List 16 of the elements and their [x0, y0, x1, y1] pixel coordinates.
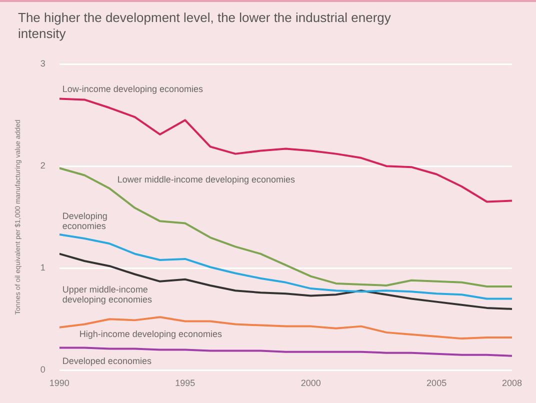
series-label: Developed economies	[62, 356, 152, 366]
chart-title: The higher the development level, the lower the industrial energy intensity	[18, 10, 392, 42]
y-tick-label: 2	[40, 160, 46, 171]
x-tick-label: 2000	[300, 378, 321, 388]
x-tick-label: 1990	[49, 378, 70, 388]
y-tick-label: 3	[40, 58, 46, 68]
series-label: High-income developing economies	[79, 328, 222, 339]
series-label: Lower middle-income developing economies	[117, 174, 296, 185]
y-tick-label: 1	[40, 262, 46, 273]
x-tick-label: 1995	[175, 378, 196, 388]
x-tick-label: 2008	[502, 378, 522, 388]
series-label: Low-income developing economies	[62, 84, 204, 94]
y-tick-label: 0	[40, 364, 46, 375]
x-tick-label: 2005	[426, 378, 447, 388]
series-label: Developing economies	[62, 210, 108, 231]
series-label: Upper middle-income developing economies	[62, 284, 152, 304]
